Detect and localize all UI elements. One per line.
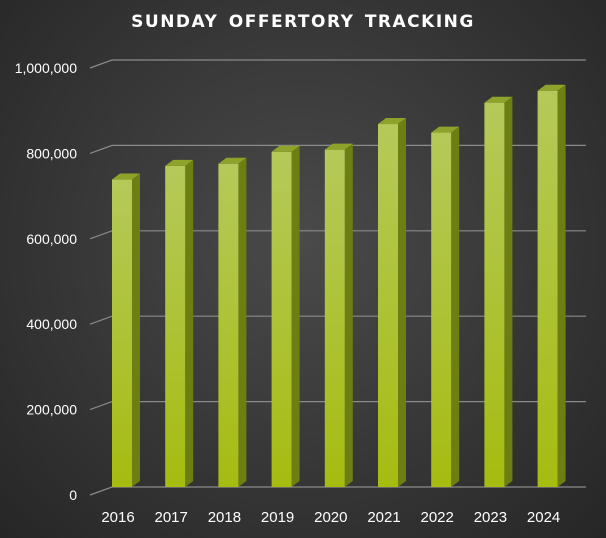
x-tick-label-2019: 2019: [261, 509, 294, 526]
bar-top-2022: [431, 126, 460, 133]
gridline-4: [89, 144, 586, 154]
bar-2020: [324, 143, 353, 488]
x-tick-label-2016: 2016: [101, 509, 134, 526]
bar-2017: [165, 159, 194, 487]
bar-side-2019: [291, 145, 300, 487]
y-tick-label-2: 400,000: [26, 316, 77, 332]
bar-top-2023: [484, 96, 513, 103]
x-axis-ticks: 2016 2017 2018 2019 2020 2021 2022 2023 2024: [101, 509, 560, 526]
bar-top-2019: [271, 145, 300, 152]
bar-top-2020: [324, 143, 353, 150]
bar-front-2021: [378, 124, 398, 488]
y-axis-ticks: 0 200,000 400,000 600,000 800,000 1,000,000: [15, 60, 78, 503]
x-tick-label-2020: 2020: [314, 509, 347, 526]
gridline-0: [89, 486, 586, 496]
bar-top-2017: [165, 159, 194, 166]
gridline-5: [89, 59, 586, 69]
x-tick-label-2021: 2021: [367, 509, 400, 526]
bar-side-2022: [451, 126, 460, 487]
x-tick-label-2018: 2018: [208, 509, 241, 526]
y-tick-label-0: 0: [69, 487, 77, 503]
bar-2021: [378, 118, 406, 488]
bar-side-2020: [344, 143, 353, 488]
bar-side-2023: [504, 96, 513, 487]
bar-top-2021: [378, 118, 406, 125]
bar-side-2024: [557, 84, 566, 487]
bar-side-2021: [398, 118, 406, 488]
bar-front-2023: [484, 102, 505, 487]
y-tick-label-4: 800,000: [26, 145, 77, 161]
bar-top-2024: [537, 84, 566, 91]
bar-top-2018: [218, 157, 247, 164]
x-tick-label-2017: 2017: [155, 509, 188, 526]
y-tick-label-1: 200,000: [26, 402, 77, 418]
bar-front-2018: [218, 163, 239, 488]
bar-side-2017: [185, 159, 194, 487]
bar-front-2024: [537, 90, 558, 487]
bar-2016: [112, 173, 140, 487]
bar-front-2022: [431, 132, 452, 487]
bar-side-2016: [132, 173, 140, 487]
bar-2018: [218, 157, 247, 488]
bars: [112, 84, 566, 488]
bar-2019: [271, 145, 300, 487]
x-tick-label-2024: 2024: [527, 509, 560, 526]
bar-front-2016: [112, 179, 132, 487]
bar-front-2017: [165, 165, 186, 487]
bar-front-2020: [324, 149, 345, 488]
x-tick-label-2022: 2022: [421, 509, 454, 526]
y-tick-label-3: 600,000: [26, 231, 77, 247]
bar-side-2018: [238, 157, 247, 488]
bar-2023: [484, 96, 513, 487]
y-tick-label-5: 1,000,000: [15, 60, 77, 76]
chart-title: SUNDAY OFFERTORY TRACKING: [131, 12, 475, 32]
bar-2024: [537, 84, 566, 487]
bar-2022: [431, 126, 460, 487]
bar-front-2019: [271, 151, 292, 487]
bar-top-2016: [112, 173, 140, 180]
x-tick-label-2023: 2023: [474, 509, 507, 526]
